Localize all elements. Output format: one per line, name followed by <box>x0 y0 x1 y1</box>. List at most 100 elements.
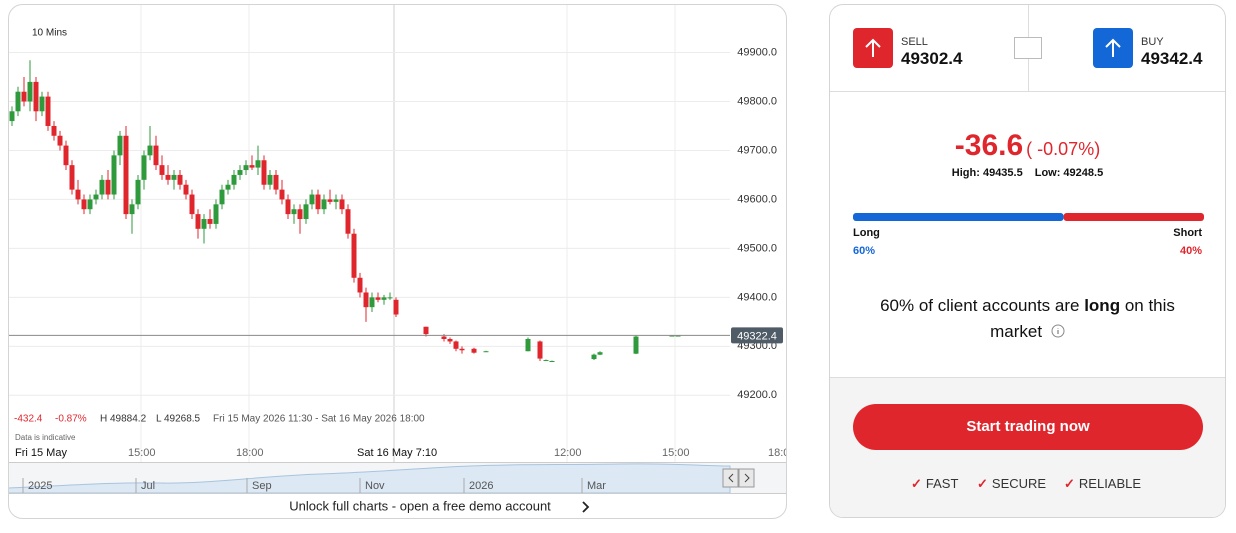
candle-body <box>393 299 399 315</box>
candle-body <box>543 360 549 362</box>
candle-body <box>219 189 225 205</box>
sentiment-bar <box>853 213 1204 221</box>
day-low: Low: 49248.5 <box>1034 167 1104 179</box>
navigator-label: 2025 <box>28 480 52 492</box>
candle-body <box>87 199 93 210</box>
scroll-arrow <box>744 473 750 483</box>
buy-button[interactable] <box>1093 28 1133 68</box>
long-value: 60% <box>853 245 876 257</box>
candle-body <box>195 214 201 229</box>
candle-body <box>33 81 39 112</box>
x-tick-label: Sat 16 May 7:10 <box>357 447 437 459</box>
candle-body <box>441 336 447 339</box>
feature: ✓ SECURE <box>977 476 1047 491</box>
buy-label: BUY <box>1141 36 1164 48</box>
candle-body <box>57 135 63 146</box>
y-tick-label: 49600.0 <box>737 193 777 205</box>
candle-body <box>387 297 393 299</box>
x-tick-label: 18:00 <box>768 447 792 459</box>
candle-body <box>267 174 273 185</box>
candle-body <box>321 199 327 210</box>
candle-body <box>375 297 381 300</box>
sentiment-text: 60% of client accounts are long on this … <box>830 293 1225 345</box>
candle-body <box>591 354 597 360</box>
chart-panel: 49200.049300.049400.049500.049600.049700… <box>8 4 792 519</box>
candle-body <box>381 297 387 300</box>
candle-body <box>249 165 255 168</box>
stat-change-pct: -0.87% <box>55 414 87 425</box>
candle-body <box>51 125 57 136</box>
navigator-area <box>9 463 731 494</box>
candle-body <box>243 165 249 171</box>
x-tick-label: 12:00 <box>554 447 582 459</box>
buy-price: 49342.4 <box>1141 49 1203 68</box>
candle-body <box>471 348 477 353</box>
candle-body <box>549 361 555 363</box>
candle-body <box>225 184 231 190</box>
feature: ✓ RELIABLE <box>1064 476 1142 491</box>
text: on this <box>1120 296 1175 315</box>
feature-text: FAST <box>925 476 959 491</box>
candle-body <box>153 145 159 166</box>
candle-body <box>357 277 363 293</box>
scroll-arrow <box>728 473 734 483</box>
price-tag <box>731 327 783 344</box>
data-note: Data is indicative <box>15 433 76 442</box>
candle-body <box>363 292 369 308</box>
candle-body <box>171 174 177 180</box>
current-price-label: 49322.4 <box>737 330 777 342</box>
stat-range: Fri 15 May 2026 11:30 - Sat 16 May 2026 … <box>213 414 425 425</box>
emphasis: long <box>1084 296 1121 315</box>
candle-body <box>111 155 117 195</box>
candle-body <box>327 199 333 202</box>
day-high: High: 49435.5 <box>951 167 1023 179</box>
plot-area: 49200.049300.049400.049500.049600.049700… <box>9 5 792 513</box>
candle-body <box>291 209 297 215</box>
candle-body <box>597 352 603 355</box>
feature-text: RELIABLE <box>1078 476 1142 491</box>
navigator-label: Jul <box>141 480 155 492</box>
candle-body <box>75 189 81 200</box>
candle-body <box>369 297 375 308</box>
candle-body <box>231 174 237 185</box>
candle-body <box>207 219 213 224</box>
chevron <box>582 501 590 513</box>
candle-body <box>117 135 123 156</box>
candle-body <box>309 194 315 205</box>
stat-change: -432.4 <box>14 414 43 425</box>
candle-body <box>339 199 345 210</box>
sell-price: 49302.4 <box>901 49 963 68</box>
panel-border <box>8 4 787 519</box>
candle-body <box>201 219 207 229</box>
candle-body <box>27 81 33 102</box>
scroll-button <box>738 468 755 488</box>
candle-body <box>147 145 153 156</box>
footer: Start trading now ✓ FAST ✓ SECURE ✓ RELIABL… <box>830 377 1225 517</box>
sell-button[interactable] <box>853 28 893 68</box>
stat-low: L 49268.5 <box>156 414 201 425</box>
candle-body <box>525 338 531 352</box>
arrow-icon <box>865 38 881 57</box>
candle-body <box>165 174 171 180</box>
candle-body <box>129 204 135 215</box>
candle-body <box>255 160 261 168</box>
start-trading-button[interactable]: Start trading now <box>853 404 1203 450</box>
candle-body <box>39 96 45 112</box>
interval-label: 10 Mins <box>32 28 67 39</box>
candle-body <box>297 209 303 220</box>
trade-panel: SELL 49302.4 BUY 49342.4 -36.6( -0.07%) … <box>829 4 1226 518</box>
long-bar <box>853 213 1064 221</box>
change-row: -36.6( -0.07%) <box>830 129 1225 163</box>
candle-body <box>189 194 195 215</box>
footer-link[interactable]: Unlock full charts - open a free demo ac… <box>289 498 551 513</box>
candle-body <box>81 199 87 210</box>
short-bar <box>1063 213 1204 221</box>
candle-body <box>333 199 339 202</box>
candle-body <box>15 91 21 112</box>
candle-body <box>159 165 165 175</box>
y-tick-label: 49200.0 <box>737 389 777 401</box>
candle-body <box>213 204 219 224</box>
info-icon[interactable] <box>1051 324 1065 338</box>
y-tick-label: 49400.0 <box>737 291 777 303</box>
